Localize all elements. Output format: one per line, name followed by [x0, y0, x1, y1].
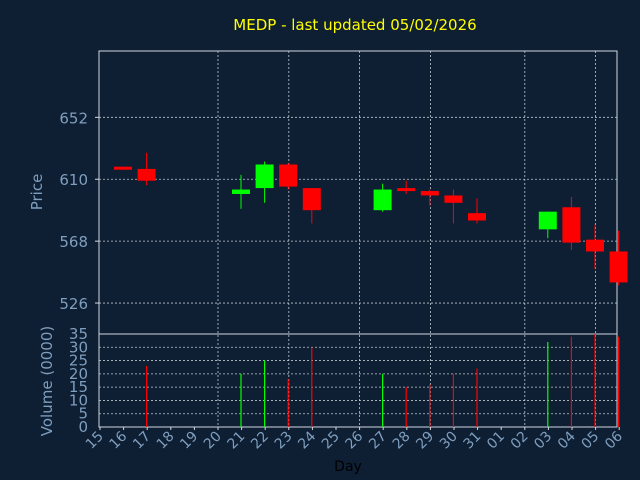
x-tick-label: 01: [484, 429, 508, 453]
price-y-tick-label: 526: [59, 295, 88, 313]
x-tick-label: 24: [295, 428, 319, 452]
x-tick-label: 22: [248, 429, 272, 453]
x-tick-label: 25: [319, 429, 343, 453]
x-tick-label: 05: [579, 429, 603, 453]
candle-body: [255, 164, 274, 189]
candle-body: [468, 213, 486, 221]
x-axis-label: Day: [334, 459, 362, 475]
candle-body: [114, 166, 132, 170]
candle-body: [373, 189, 392, 211]
x-tick-label: 26: [343, 428, 367, 452]
x-tick-label: 28: [390, 429, 414, 453]
volume-y-tick-label: 20: [69, 365, 88, 383]
x-tick-label: 03: [531, 429, 555, 453]
x-tick-label: 20: [201, 429, 225, 453]
candle-body: [609, 251, 628, 283]
x-tick-label: 19: [177, 429, 201, 453]
x-tick-label: 23: [272, 429, 296, 453]
price-axis-label: Price: [28, 174, 46, 211]
x-tick-label: 17: [130, 429, 154, 453]
volume-y-tick-label: 35: [69, 325, 88, 343]
grid-lines: [99, 51, 617, 427]
x-tick-label: 31: [461, 429, 485, 453]
x-tick-label: 06: [602, 428, 626, 452]
x-tick-label: 27: [366, 429, 390, 453]
price-plot-frame: [98, 50, 618, 335]
x-tick-label: 16: [107, 428, 131, 452]
price-y-tick-labels: 526 568 610 652: [59, 109, 99, 313]
price-y-tick-label: 610: [59, 171, 88, 189]
volume-axis-label: Volume (0000): [38, 326, 56, 436]
x-tick-label: 29: [413, 429, 437, 453]
candle-body: [232, 189, 250, 194]
candle-body: [562, 207, 581, 243]
volume-bars: [146, 334, 620, 427]
candle-body: [302, 188, 321, 211]
candle-body: [137, 168, 156, 181]
candle-body: [279, 164, 298, 187]
x-tick-labels: 15 16 17 18 19 20 21 22 23 24 25 26 27 28 29 30 31 01 02 03…: [83, 427, 626, 452]
price-y-tick-label: 652: [59, 109, 88, 127]
volume-y-tick-label: 5: [78, 405, 88, 423]
x-tick-label: 04: [555, 428, 579, 452]
candle-body: [420, 191, 439, 196]
volume-y-tick-label: 25: [69, 352, 88, 370]
candlesticks: [114, 152, 628, 286]
candle-body: [444, 195, 463, 203]
x-tick-label: 30: [437, 429, 461, 453]
volume-plot-frame: [98, 333, 618, 428]
chart-title: MEDP - last updated 05/02/2026: [233, 16, 476, 34]
volume-y-tick-label: 10: [69, 391, 88, 409]
x-tick-label: 18: [154, 429, 178, 453]
candle-body: [586, 239, 604, 252]
candle-body: [538, 211, 557, 230]
x-tick-label: 02: [508, 429, 532, 453]
price-y-tick-label: 568: [59, 233, 88, 251]
volume-y-tick-label: 15: [69, 378, 88, 396]
candle-body: [397, 188, 416, 192]
volume-y-tick-label: 30: [69, 338, 88, 356]
volume-y-tick-label: 0: [78, 418, 88, 436]
x-tick-label: 21: [225, 429, 249, 453]
